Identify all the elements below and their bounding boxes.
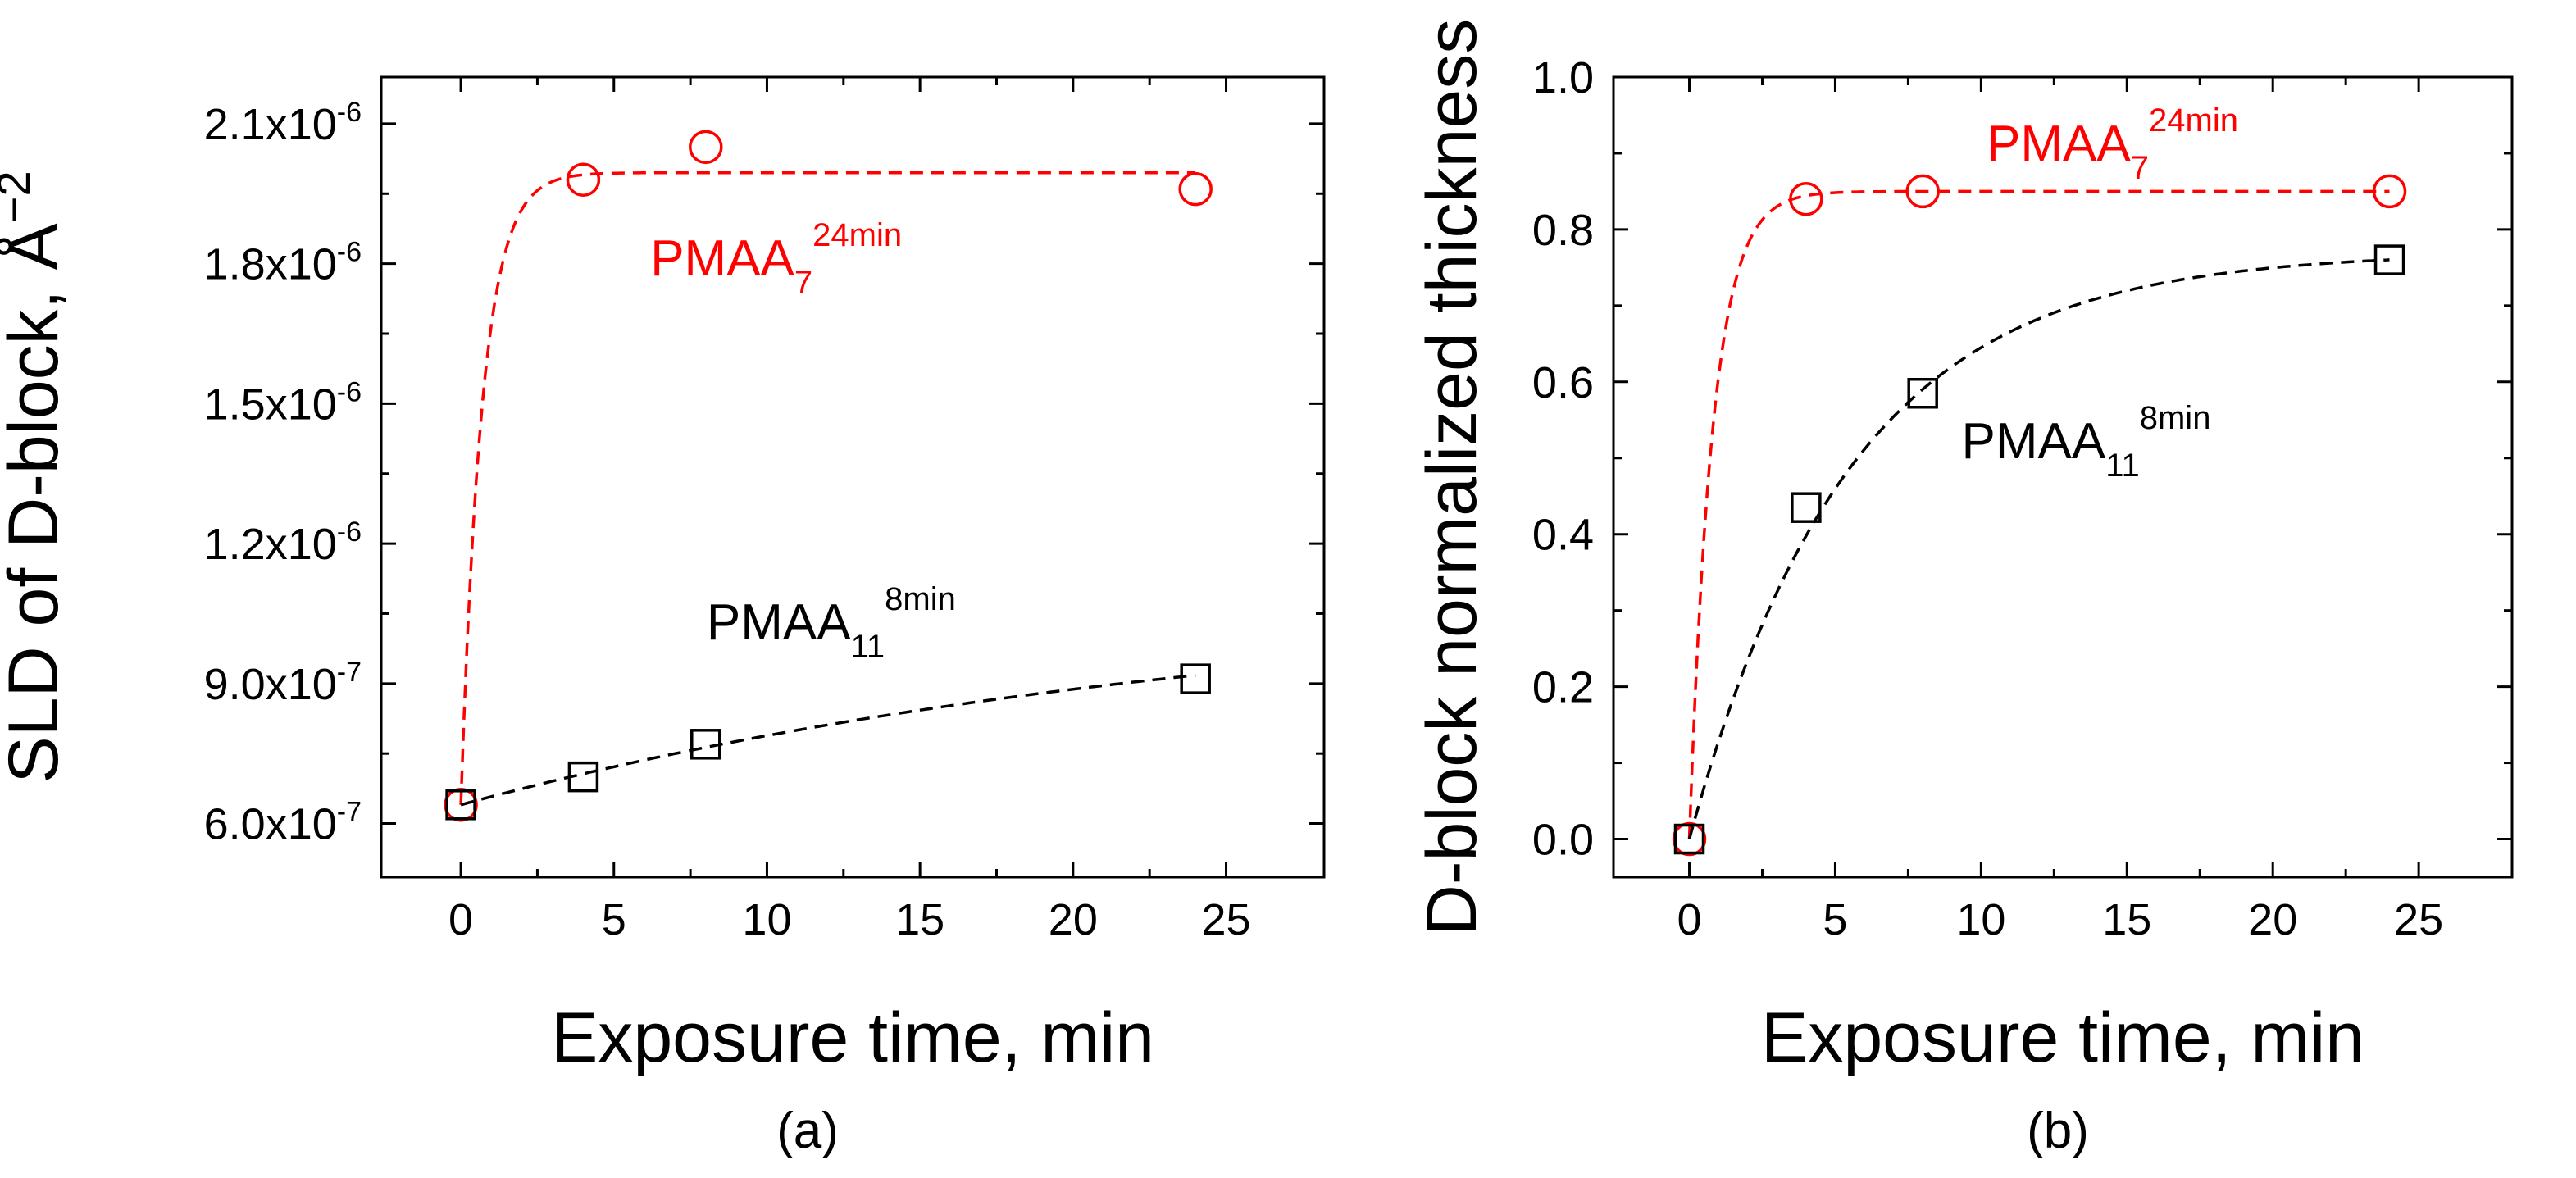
x-tick-label: 5 — [1823, 895, 1847, 944]
y-tick-label: 1.5x10-6 — [204, 376, 362, 429]
series-pmaa11: PMAA118min — [445, 581, 1211, 821]
plot-frame — [1612, 75, 2514, 879]
data-point-circle — [2372, 174, 2407, 209]
chart-panel-b: 0 5 10 15 20 25 0.0 0.2 0.4 0.6 0.8 1.0 Exposure tim… — [1413, 19, 2514, 1159]
data-point-circle — [1789, 181, 1823, 216]
fit-curve — [1687, 258, 2390, 839]
y-tick-label-base: 1.8x10 — [204, 240, 337, 289]
y-tick-label: 0.0 — [1532, 816, 1594, 865]
y-tick-label: 1.0 — [1532, 53, 1594, 102]
y-tick-label: 1.8x10-6 — [204, 237, 362, 289]
x-axis-label: Exposure time, min — [551, 998, 1154, 1077]
y-tick-label: 0.2 — [1532, 663, 1594, 712]
y-tick-label-exp: -6 — [337, 97, 362, 128]
series-label: PMAA118min — [707, 581, 956, 665]
x-axis-label: Exposure time, min — [1761, 998, 2364, 1077]
x-tick-label: 15 — [895, 895, 944, 944]
y-tick-label-exp: -7 — [337, 657, 362, 688]
series-label-name: PMAA — [650, 230, 794, 287]
data-point-square — [567, 761, 599, 793]
y-tick-label: 0.6 — [1532, 358, 1594, 407]
y-tick-label-exp: -7 — [337, 797, 362, 828]
series-label-superscript: 8min — [2140, 400, 2211, 436]
y-axis-label: D-block normalized thickness — [1413, 19, 1491, 935]
data-point-square — [2373, 244, 2405, 275]
data-point-circle — [566, 162, 601, 197]
data-point-square — [445, 789, 476, 821]
series-label: PMAA724min — [1987, 102, 2238, 186]
chart-panel-a: 0 5 10 15 20 256.0x10-79.0x10-71.2x10-61.5x10… — [0, 75, 1326, 1159]
data-point-circle — [444, 788, 478, 822]
series-label-superscript: 8min — [885, 581, 956, 617]
series-label-subscript: 11 — [851, 629, 885, 665]
fit-curve — [1687, 189, 2390, 839]
series-label-name: PMAA — [1961, 413, 2105, 470]
data-point-square — [1791, 492, 1822, 523]
y-tick-label: 6.0x10-7 — [204, 797, 362, 849]
y-tick-label-base: 6.0x10 — [204, 800, 337, 849]
y-tick-label: 0.4 — [1532, 511, 1594, 560]
x-tick-label: 15 — [2102, 895, 2151, 944]
series-pmaa11: PMAA118min — [1673, 244, 2405, 855]
data-point-square — [1673, 823, 1705, 855]
fit-curve — [460, 674, 1196, 807]
series-label-superscript: 24min — [812, 217, 902, 253]
fit-curve — [459, 171, 1196, 805]
y-tick-label: 9.0x10-7 — [204, 657, 362, 709]
data-point-circle — [689, 130, 723, 165]
y-axis-label-text: SLD of D-block, Å — [0, 223, 73, 784]
x-tick-label: 25 — [1201, 895, 1250, 944]
x-tick-label: 20 — [2248, 895, 2297, 944]
series-label-name: PMAA — [707, 594, 851, 651]
y-axis-label-exponent: −2 — [0, 171, 39, 223]
x-tick-label: 5 — [602, 895, 626, 944]
y-tick-label-base: 9.0x10 — [204, 660, 337, 709]
data-point-circle — [1905, 174, 1940, 209]
series-label-name: PMAA — [1987, 116, 2131, 172]
panel-label: (a) — [776, 1103, 839, 1159]
x-tick-label: 20 — [1049, 895, 1098, 944]
x-tick-label: 0 — [1677, 895, 1701, 944]
series-label-subscript: 11 — [2105, 448, 2140, 484]
series-label: PMAA118min — [1961, 400, 2210, 484]
data-point-circle — [1672, 821, 1707, 857]
panel-label: (b) — [2027, 1103, 2089, 1159]
series-pmaa7: PMAA724min — [1672, 102, 2407, 857]
y-axis-label: SLD of D-block, Å−2 — [0, 171, 73, 783]
series-label-subscript: 7 — [2131, 150, 2149, 186]
y-tick-label-exp: -6 — [337, 376, 362, 407]
series-pmaa7: PMAA724min — [444, 130, 1213, 822]
data-point-square — [1180, 663, 1211, 694]
y-tick-label: 0.8 — [1532, 206, 1594, 255]
x-tick-label: 10 — [1956, 895, 2005, 944]
y-tick-label-exp: -6 — [337, 516, 362, 548]
data-point-square — [1907, 378, 1938, 409]
series-label-superscript: 24min — [2149, 102, 2238, 139]
data-point-square — [690, 729, 721, 760]
series-label: PMAA724min — [650, 217, 902, 301]
plot-frame — [380, 75, 1326, 879]
y-axis-label-text: D-block normalized thickness — [1413, 19, 1491, 935]
y-tick-label: 1.2x10-6 — [204, 516, 362, 569]
y-tick-label: 2.1x10-6 — [204, 97, 362, 149]
data-point-circle — [1178, 171, 1213, 207]
y-tick-label-base: 2.1x10 — [204, 100, 337, 149]
y-tick-label-exp: -6 — [337, 237, 362, 268]
x-tick-label: 0 — [448, 895, 473, 944]
x-tick-label: 10 — [742, 895, 791, 944]
series-label-subscript: 7 — [794, 265, 812, 301]
y-tick-label-base: 1.2x10 — [204, 520, 337, 569]
y-tick-label-base: 1.5x10 — [204, 380, 337, 429]
x-tick-label: 25 — [2394, 895, 2443, 944]
